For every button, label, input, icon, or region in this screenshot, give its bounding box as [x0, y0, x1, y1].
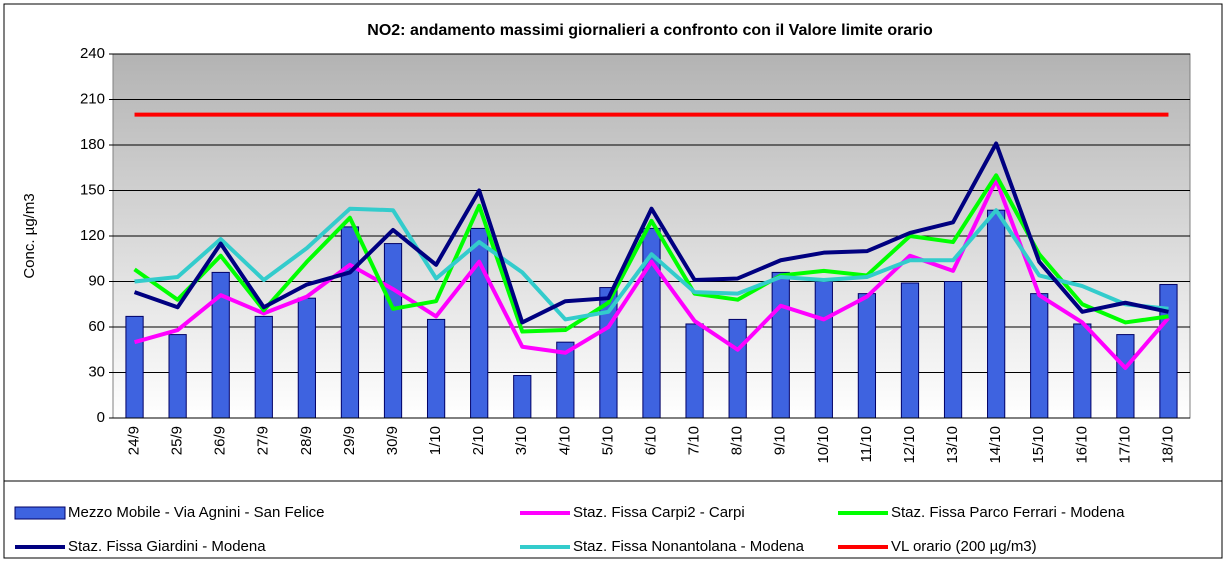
bar: [1116, 334, 1135, 419]
x-tick-label: 7/10: [686, 426, 703, 455]
bar: [685, 323, 704, 419]
bar: [513, 375, 532, 419]
x-tick-label: 30/9: [384, 426, 401, 455]
bar: [168, 334, 187, 419]
x-tick-label: 17/10: [1116, 426, 1133, 464]
bar: [1159, 284, 1178, 419]
x-tick-label: 11/10: [858, 426, 875, 462]
bar: [987, 209, 1006, 419]
x-tick-label: 12/10: [901, 426, 918, 464]
x-tick-label: 26/9: [212, 426, 229, 455]
bar: [125, 315, 144, 419]
bar: [470, 227, 489, 419]
bar: [943, 281, 963, 419]
x-tick-label: 29/9: [341, 426, 358, 455]
x-tick-label: 13/10: [944, 426, 961, 464]
x-tick-label: 18/10: [1159, 426, 1176, 464]
y-tick-label: 240: [80, 45, 105, 62]
line-series: [134, 206, 1169, 322]
y-tick-label: 180: [80, 136, 105, 153]
bar: [297, 297, 316, 419]
x-tick-label: 16/10: [1073, 426, 1090, 464]
x-tick-label: 10/10: [815, 426, 832, 464]
x-tick-label: 3/10: [513, 426, 530, 455]
bar: [426, 318, 446, 419]
x-tick-label: 9/10: [772, 426, 789, 455]
legend-label: Staz. Fissa Parco Ferrari - Modena: [891, 504, 1125, 521]
bar: [814, 281, 833, 419]
y-tick-label: 210: [80, 90, 105, 107]
bar: [900, 282, 920, 419]
y-tick-label: 90: [88, 272, 105, 289]
x-tick-label: 5/10: [599, 426, 616, 455]
x-tick-label: 1/10: [427, 426, 444, 455]
x-tick-label: 14/10: [987, 426, 1004, 464]
bar: [728, 318, 747, 419]
bar: [254, 315, 273, 419]
x-tick-label: 4/10: [556, 426, 573, 455]
x-tick-label: 2/10: [470, 426, 487, 455]
line-series: [133, 173, 1169, 334]
bar: [1030, 293, 1049, 419]
line-series: [133, 141, 1169, 325]
bar: [771, 271, 790, 419]
bar: [340, 226, 360, 419]
y-tick-label: 0: [97, 409, 105, 426]
x-tick-label: 8/10: [729, 426, 746, 455]
bar: [1073, 323, 1092, 419]
chart-title: NO2: andamento massimi giornalieri a con…: [367, 22, 933, 39]
y-tick-label: 30: [88, 363, 105, 380]
x-tick-label: 15/10: [1030, 426, 1047, 464]
y-tick-label: 150: [80, 181, 105, 198]
x-tick-label: 24/9: [126, 426, 143, 455]
y-tick-label: 120: [80, 227, 105, 244]
bar: [383, 243, 403, 419]
legend-swatch: [14, 506, 66, 520]
x-tick-label: 25/9: [169, 426, 186, 455]
y-axis-label: Conc. µg/m3: [21, 193, 38, 278]
legend-label: Mezzo Mobile - Via Agnini - San Felice: [68, 504, 325, 521]
y-tick-label: 60: [88, 318, 105, 335]
line-series: [133, 177, 1170, 370]
legend-label: Staz. Fissa Carpi2 - Carpi: [573, 504, 745, 521]
legend-label: Staz. Fissa Giardini - Modena: [68, 538, 266, 555]
legend-label: VL orario (200 µg/m3): [891, 538, 1037, 555]
x-tick-label: 6/10: [642, 426, 659, 455]
x-tick-label: 28/9: [298, 426, 315, 455]
bar: [857, 293, 877, 419]
x-tick-label: 27/9: [255, 426, 272, 455]
legend-label: Staz. Fissa Nonantolana - Modena: [573, 538, 805, 555]
